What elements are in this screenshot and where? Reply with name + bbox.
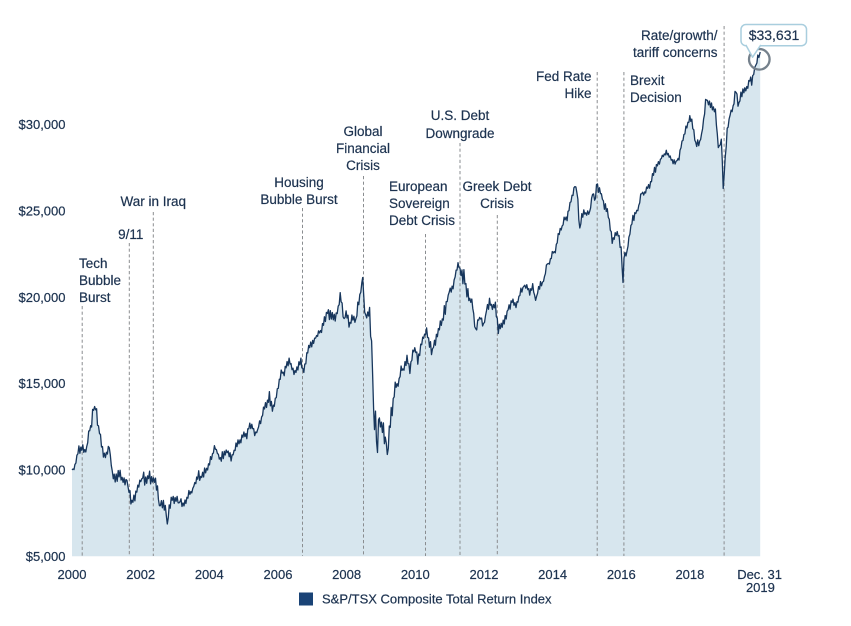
svg-text:$33,631: $33,631 [749, 27, 800, 43]
svg-text:Decision: Decision [630, 90, 682, 105]
svg-text:$25,000: $25,000 [19, 204, 66, 219]
svg-text:Crisis: Crisis [346, 158, 380, 173]
svg-text:Housing: Housing [274, 175, 324, 190]
svg-text:Sovereign: Sovereign [389, 196, 450, 211]
svg-text:$5,000: $5,000 [26, 549, 66, 564]
svg-text:$10,000: $10,000 [19, 463, 66, 478]
svg-text:Financial: Financial [336, 141, 390, 156]
svg-text:War in Iraq: War in Iraq [121, 194, 187, 209]
svg-text:Bubble Burst: Bubble Burst [260, 192, 338, 207]
svg-text:tariff concerns: tariff concerns [633, 45, 718, 60]
svg-text:Bubble: Bubble [79, 273, 121, 288]
svg-text:Hike: Hike [564, 86, 591, 101]
svg-text:Rate/growth/: Rate/growth/ [641, 28, 718, 43]
svg-text:Debt Crisis: Debt Crisis [389, 213, 455, 228]
svg-text:$20,000: $20,000 [19, 290, 66, 305]
svg-text:2019: 2019 [746, 580, 775, 595]
svg-text:2008: 2008 [332, 567, 361, 582]
svg-text:2016: 2016 [607, 567, 636, 582]
svg-text:2018: 2018 [675, 567, 704, 582]
svg-text:9/11: 9/11 [118, 227, 143, 242]
svg-text:$30,000: $30,000 [19, 117, 66, 132]
svg-text:Brexit: Brexit [630, 73, 665, 88]
svg-text:2006: 2006 [264, 567, 293, 582]
svg-text:S&P/TSX Composite Total Return: S&P/TSX Composite Total Return Index [322, 592, 552, 607]
svg-text:Crisis: Crisis [480, 196, 514, 211]
svg-text:2004: 2004 [195, 567, 224, 582]
svg-text:2002: 2002 [126, 567, 155, 582]
svg-text:2012: 2012 [470, 567, 499, 582]
svg-text:U.S. Debt: U.S. Debt [431, 108, 490, 123]
svg-text:2010: 2010 [401, 567, 430, 582]
svg-text:2014: 2014 [538, 567, 567, 582]
svg-text:Global: Global [343, 124, 382, 139]
svg-text:$15,000: $15,000 [19, 376, 66, 391]
svg-text:Downgrade: Downgrade [425, 126, 494, 141]
svg-text:Fed Rate: Fed Rate [536, 69, 592, 84]
svg-text:Greek Debt: Greek Debt [462, 179, 531, 194]
svg-text:European: European [389, 179, 448, 194]
svg-text:2000: 2000 [58, 567, 87, 582]
svg-text:Dec. 31: Dec. 31 [737, 567, 782, 582]
svg-text:Tech: Tech [79, 256, 108, 271]
svg-text:Burst: Burst [79, 290, 111, 305]
